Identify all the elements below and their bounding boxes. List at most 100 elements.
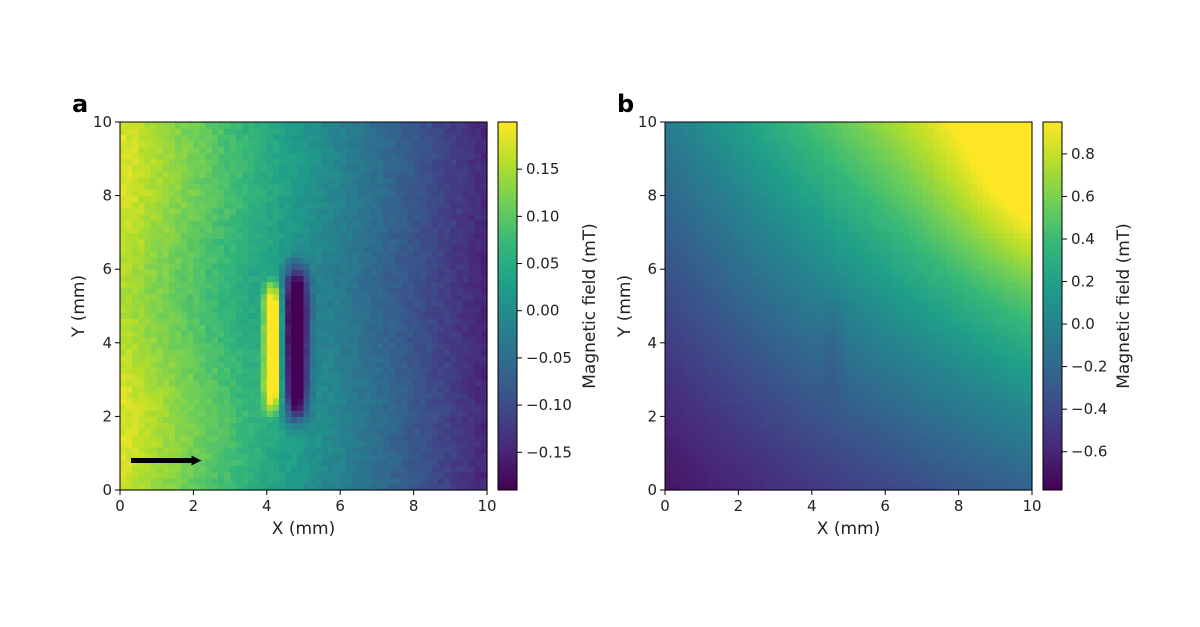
panel-a-heatmap-cell <box>156 158 164 166</box>
panel-b-heatmap-cell <box>720 453 727 460</box>
panel-a-heatmap-cell <box>193 275 201 283</box>
panel-a-heatmap-cell <box>150 477 158 485</box>
panel-a-heatmap-cell <box>162 207 170 215</box>
panel-a-heatmap-cell <box>181 416 188 424</box>
panel-a-heatmap-cell <box>260 453 268 460</box>
panel-a-heatmap-cell <box>413 410 421 417</box>
panel-a-heatmap-cell <box>401 416 409 424</box>
panel-b-heatmap-cell <box>750 422 758 430</box>
panel-a-heatmap-cell <box>193 299 201 307</box>
panel-b-heatmap-cell <box>689 324 697 332</box>
panel-a-heatmap-cell <box>376 391 384 399</box>
panel-a-heatmap-cell <box>315 238 323 246</box>
panel-a-heatmap-cell <box>248 281 256 289</box>
panel-a-heatmap-cell <box>175 226 182 233</box>
panel-a-heatmap-cell <box>364 164 372 172</box>
panel-a-heatmap-cell <box>431 275 439 283</box>
panel-a-heatmap-cell <box>327 324 335 332</box>
panel-a-heatmap-cell <box>346 336 354 344</box>
panel-a-heatmap-cell <box>144 195 152 203</box>
panel-a-heatmap-cell <box>376 483 384 491</box>
panel-b-heatmap-cell <box>775 183 782 191</box>
panel-b-heatmap-cell <box>738 250 746 258</box>
panel-a-heatmap-cell <box>419 183 427 191</box>
panel-a-heatmap-cell <box>327 330 335 338</box>
panel-b-heatmap-cell <box>787 477 795 485</box>
panel-a-heatmap-cell <box>205 312 213 319</box>
panel-b-heatmap-cell <box>732 263 739 270</box>
panel-b-heatmap-cell <box>756 152 764 160</box>
panel-a-heatmap-cell <box>138 152 146 160</box>
panel-a-heatmap-cell <box>370 428 378 436</box>
panel-a-heatmap-cell <box>175 293 182 301</box>
panel-a-heatmap-cell <box>352 434 360 442</box>
panel-b-heatmap-cell <box>787 177 795 184</box>
panel-a-heatmap-cell <box>230 459 237 467</box>
panel-a-heatmap-cell <box>321 128 329 135</box>
panel-a-heatmap-cell <box>309 477 317 485</box>
panel-a-heatmap-cell <box>438 189 445 197</box>
panel-b-heatmap-cell <box>665 367 672 375</box>
panel-a-heatmap-cell <box>462 336 470 344</box>
panel-b-heatmap-cell <box>689 122 697 129</box>
panel-b-heatmap-cell <box>707 140 715 148</box>
panel-a-heatmap-cell <box>389 152 396 160</box>
panel-a-heatmap-cell <box>413 471 421 479</box>
panel-b-heatmap-cell <box>701 244 709 252</box>
panel-b-heatmap-cell <box>677 238 684 246</box>
panel-a-heatmap-cell <box>254 146 262 154</box>
panel-a-heatmap-cell <box>364 281 372 289</box>
panel-b-heatmap-cell <box>720 447 727 454</box>
panel-a-heatmap-cell <box>370 404 378 411</box>
panel-a-heatmap-cell <box>297 158 305 166</box>
panel-b-heatmap-cell <box>720 299 727 307</box>
panel-a-heatmap-cell <box>230 146 237 154</box>
panel-a-heatmap-cell <box>303 207 311 215</box>
panel-a-heatmap-cell <box>156 244 164 252</box>
panel-a-heatmap-cell <box>383 220 390 227</box>
panel-a-heatmap-cell <box>315 171 323 178</box>
panel-a-heatmap-cell <box>223 434 231 442</box>
panel-b-heatmap-cell <box>713 324 721 332</box>
panel-a-heatmap-cell <box>309 293 317 301</box>
panel-a-heatmap-cell <box>156 226 164 233</box>
panel-b-heatmap-cell <box>781 483 788 491</box>
panel-b-heatmap-cell <box>683 293 691 301</box>
panel-b-heatmap-cell <box>726 269 733 276</box>
panel-b-heatmap-cell <box>781 171 788 178</box>
panel-a-heatmap-cell <box>223 263 231 270</box>
panel-a-heatmap-cell <box>346 330 354 338</box>
panel-a-heatmap-cell <box>474 447 482 454</box>
panel-a-heatmap-cell <box>120 410 127 417</box>
panel-a-heatmap-cell <box>248 312 256 319</box>
panel-b-heatmap-cell <box>671 128 678 135</box>
panel-b-heatmap-cell <box>787 299 795 307</box>
panel-b-heatmap-cell <box>713 238 721 246</box>
panel-b-heatmap-cell <box>775 391 782 399</box>
panel-a-heatmap-cell <box>364 128 372 135</box>
panel-a-heatmap-cell <box>376 306 384 313</box>
panel-b-heatmap-cell <box>781 318 788 325</box>
panel-a-heatmap-cell <box>144 471 152 479</box>
panel-a-heatmap-cell <box>401 152 409 160</box>
panel-a-heatmap-cell <box>425 152 433 160</box>
panel-a-heatmap-cell <box>230 134 237 141</box>
panel-a-heatmap-cell <box>480 379 488 387</box>
panel-a-heatmap-cell <box>205 183 213 191</box>
panel-a-heatmap-cell <box>321 201 329 209</box>
panel-a-heatmap-cell <box>346 440 354 448</box>
panel-a-heatmap-cell <box>272 263 280 270</box>
panel-b-heatmap-cell <box>720 250 727 258</box>
panel-a-heatmap-cell <box>187 134 194 141</box>
panel-a-heatmap-cell <box>285 183 292 191</box>
panel-b-heatmap-cell <box>726 342 733 350</box>
panel-a-heatmap-cell <box>383 465 390 473</box>
panel-b-heatmap-cell <box>787 447 795 454</box>
panel-b-heatmap-cell <box>744 256 752 264</box>
panel-b-heatmap-cell <box>720 146 727 154</box>
panel-a-heatmap-cell <box>419 232 427 240</box>
panel-a-heatmap-cell <box>285 434 292 442</box>
panel-b-heatmap-cell <box>781 152 788 160</box>
panel-a-heatmap-cell <box>260 355 268 362</box>
panel-a-heatmap-cell <box>126 477 133 485</box>
